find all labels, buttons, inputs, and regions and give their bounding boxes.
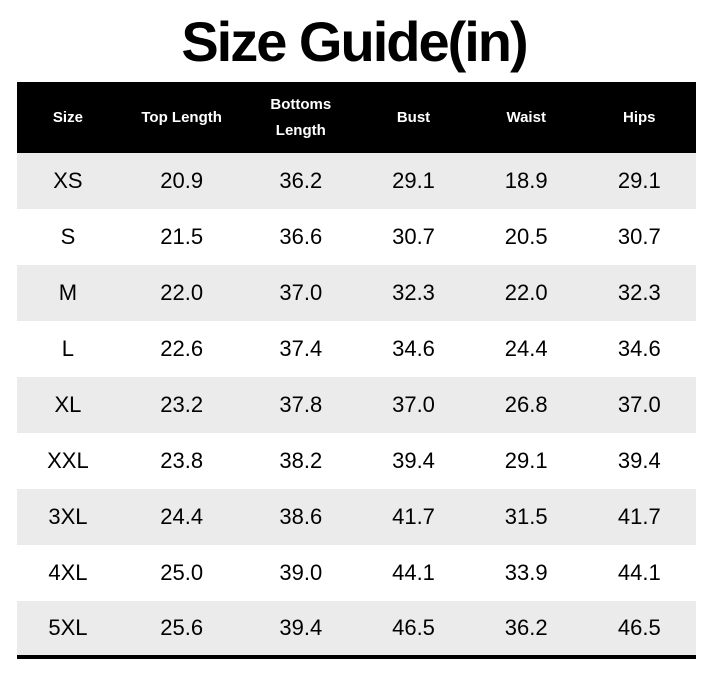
page-title: Size Guide(in) bbox=[181, 9, 528, 73]
table-row: XXL 23.8 38.2 39.4 29.1 39.4 bbox=[17, 433, 696, 489]
value-cell: 20.9 bbox=[160, 168, 204, 193]
value-cell: 26.8 bbox=[504, 392, 548, 417]
value-cell: 39.0 bbox=[279, 560, 323, 585]
value-cell: 38.2 bbox=[279, 448, 323, 473]
value-cell: 32.3 bbox=[617, 280, 661, 305]
value-cell: 37.0 bbox=[617, 392, 661, 417]
table-row: XS 20.9 36.2 29.1 18.9 29.1 bbox=[17, 153, 696, 209]
column-header: Size bbox=[52, 108, 83, 126]
size-cell: M bbox=[58, 280, 78, 305]
value-cell: 38.6 bbox=[279, 504, 323, 529]
table-row: M 22.0 37.0 32.3 22.0 32.3 bbox=[17, 265, 696, 321]
value-cell: 41.7 bbox=[617, 504, 661, 529]
value-cell: 41.7 bbox=[392, 504, 435, 529]
title-container: Size Guide(in) bbox=[0, 0, 708, 82]
value-cell: 30.7 bbox=[617, 224, 661, 249]
value-cell: 37.8 bbox=[279, 392, 323, 417]
value-cell: 29.1 bbox=[392, 168, 435, 193]
value-cell: 29.1 bbox=[504, 448, 548, 473]
value-cell: 29.1 bbox=[617, 168, 661, 193]
column-header: Bust bbox=[396, 108, 431, 126]
column-header: Waist bbox=[506, 108, 546, 126]
value-cell: 18.9 bbox=[504, 168, 548, 193]
value-cell: 36.6 bbox=[279, 224, 323, 249]
table-row: 3XL 24.4 38.6 41.7 31.5 41.7 bbox=[17, 489, 696, 545]
value-cell: 46.5 bbox=[617, 615, 661, 640]
value-cell: 22.6 bbox=[160, 336, 204, 361]
value-cell: 31.5 bbox=[504, 504, 548, 529]
table-row: XL 23.2 37.8 37.0 26.8 37.0 bbox=[17, 377, 696, 433]
value-cell: 22.0 bbox=[504, 280, 548, 305]
size-cell: XL bbox=[54, 392, 82, 417]
size-cell: L bbox=[61, 336, 75, 361]
column-header: Hips bbox=[623, 108, 656, 126]
value-cell: 25.0 bbox=[160, 560, 204, 585]
value-cell: 37.0 bbox=[279, 280, 323, 305]
table-body: XS 20.9 36.2 29.1 18.9 29.1 S 21.5 36.6 30.7 20.5 3… bbox=[17, 153, 696, 657]
value-cell: 30.7 bbox=[392, 224, 435, 249]
value-cell: 46.5 bbox=[392, 615, 435, 640]
value-cell: 32.3 bbox=[392, 280, 435, 305]
value-cell: 36.2 bbox=[504, 615, 548, 640]
value-cell: 44.1 bbox=[392, 560, 435, 585]
column-header: Bottoms Length bbox=[270, 96, 332, 139]
value-cell: 24.4 bbox=[504, 336, 548, 361]
value-cell: 25.6 bbox=[160, 615, 204, 640]
value-cell: 24.4 bbox=[160, 504, 204, 529]
value-cell: 36.2 bbox=[279, 168, 323, 193]
value-cell: 23.8 bbox=[160, 448, 204, 473]
size-guide-page: Size Guide(in) Size Top Length Bottoms Len… bbox=[0, 0, 708, 659]
table-row: 4XL 25.0 39.0 44.1 33.9 44.1 bbox=[17, 545, 696, 601]
table-header: Size Top Length Bottoms Length Bust Waist Hip… bbox=[17, 82, 696, 153]
table-row: 5XL 25.6 39.4 46.5 36.2 46.5 bbox=[17, 601, 696, 657]
table-row: S 21.5 36.6 30.7 20.5 30.7 bbox=[17, 209, 696, 265]
size-cell: XS bbox=[53, 168, 83, 193]
size-cell: 5XL bbox=[48, 615, 88, 640]
value-cell: 23.2 bbox=[160, 392, 204, 417]
value-cell: 39.4 bbox=[279, 615, 323, 640]
value-cell: 34.6 bbox=[617, 336, 661, 361]
column-header: Top Length bbox=[141, 108, 222, 126]
size-cell: 4XL bbox=[48, 560, 88, 585]
value-cell: 33.9 bbox=[504, 560, 548, 585]
value-cell: 20.5 bbox=[504, 224, 548, 249]
table-row: L 22.6 37.4 34.6 24.4 34.6 bbox=[17, 321, 696, 377]
header-row: Size Top Length Bottoms Length Bust Waist Hip… bbox=[17, 82, 696, 153]
value-cell: 39.4 bbox=[392, 448, 435, 473]
value-cell: 37.4 bbox=[279, 336, 323, 361]
size-cell: 3XL bbox=[48, 504, 88, 529]
value-cell: 37.0 bbox=[392, 392, 435, 417]
size-guide-table: Size Top Length Bottoms Length Bust Waist Hip… bbox=[17, 82, 696, 659]
value-cell: 34.6 bbox=[392, 336, 435, 361]
size-cell: XXL bbox=[47, 448, 89, 473]
size-cell: S bbox=[60, 224, 76, 249]
value-cell: 22.0 bbox=[160, 280, 204, 305]
value-cell: 39.4 bbox=[617, 448, 661, 473]
value-cell: 21.5 bbox=[160, 224, 204, 249]
value-cell: 44.1 bbox=[617, 560, 661, 585]
